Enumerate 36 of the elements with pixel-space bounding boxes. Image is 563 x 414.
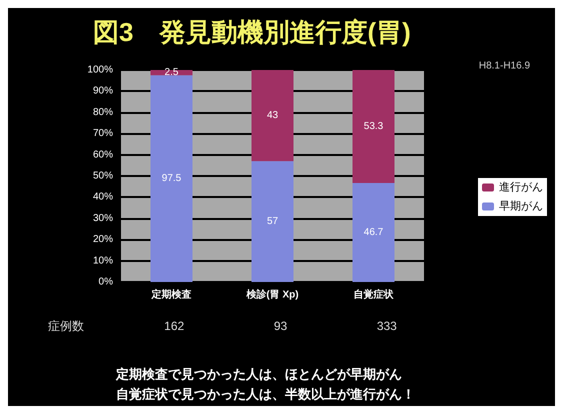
text: H8.1-H16.9	[478, 60, 530, 72]
data-label: 53.3	[364, 121, 384, 132]
legend-label: 早期がん	[499, 200, 543, 212]
y-tick-label: 10%	[92, 255, 114, 266]
text: 症例数	[48, 319, 84, 333]
y-tick-label: 70%	[92, 128, 114, 140]
y-tick-label: 60%	[92, 149, 114, 160]
y-tick-label: 40%	[92, 192, 114, 203]
bar	[352, 182, 394, 282]
x-tick-label: 自覚症状	[354, 288, 394, 300]
data-label: 97.5	[162, 173, 182, 184]
y-tick-label: 20%	[92, 234, 114, 246]
bar	[252, 161, 294, 282]
data-label: 43	[266, 110, 278, 122]
text: 162	[164, 319, 184, 333]
bar	[352, 70, 394, 183]
data-label: 2.5	[164, 67, 179, 78]
y-tick-label: 100%	[87, 64, 114, 76]
chart-title: 図3 発見動機別進行度(胃)	[93, 17, 411, 47]
x-tick-label: 検診(胃 Xp)	[245, 288, 299, 300]
data-label: 57	[266, 216, 278, 228]
y-tick-label: 50%	[92, 170, 114, 182]
text: 定期検査で見つかった人は、ほとんどが早期がん	[115, 366, 402, 382]
text: 自覚症状で見つかった人は、半数以上が進行がん！	[116, 386, 415, 402]
y-tick-label: 30%	[92, 212, 114, 224]
y-tick-label: 90%	[92, 86, 114, 97]
y-tick-label: 0%	[98, 276, 114, 288]
x-tick-label: 定期検査	[150, 288, 192, 300]
text: 93	[274, 319, 288, 333]
y-tick-label: 80%	[92, 106, 114, 118]
legend-label: 進行がん	[499, 182, 543, 194]
bar	[252, 70, 294, 162]
text: 333	[376, 319, 398, 333]
bar	[150, 70, 192, 76]
bar	[150, 75, 192, 282]
data-label: 46.7	[364, 227, 384, 238]
